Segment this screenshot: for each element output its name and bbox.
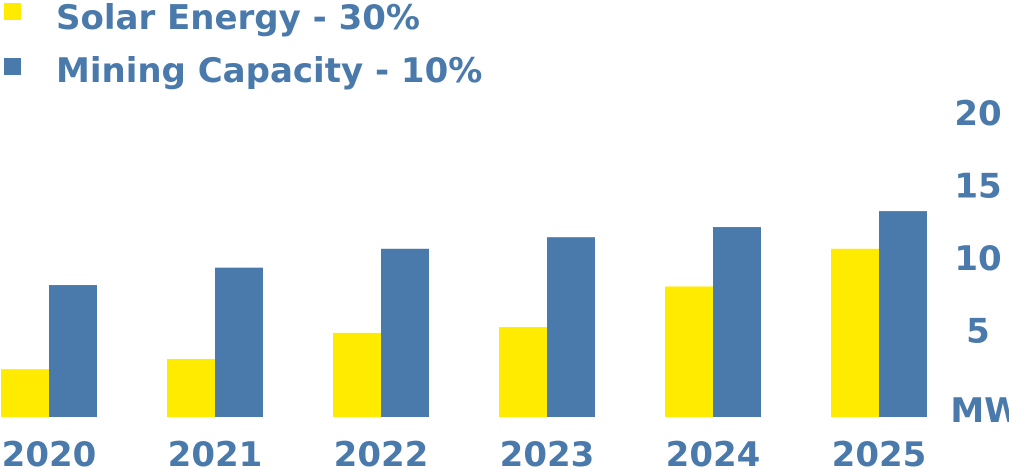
bar-mining-2025 — [879, 211, 927, 417]
x-tick-label-2023: 2023 — [500, 435, 595, 468]
bar-mining-2023 — [547, 237, 595, 417]
y-tick-label-10: 10 — [954, 239, 1001, 279]
x-tick-label-2021: 2021 — [168, 435, 263, 468]
x-tick-label-2024: 2024 — [666, 435, 761, 468]
y-tick-label-5: 5 — [966, 312, 990, 352]
x-tick-label-2025: 2025 — [832, 435, 927, 468]
bar-mining-2021 — [215, 267, 263, 417]
y-tick-label-15: 15 — [954, 167, 1001, 207]
x-tick-label-2020: 2020 — [2, 435, 97, 468]
legend: Solar Energy - 30% Mining Capacity - 10% — [4, 0, 482, 91]
legend-label-mining: Mining Capacity - 10% — [56, 51, 482, 91]
bar-solar-2021 — [167, 359, 215, 417]
bar-solar-2022 — [333, 332, 381, 417]
legend-marker-mining — [4, 58, 21, 75]
bar-mining-2020 — [49, 285, 97, 417]
bar-solar-2023 — [499, 327, 547, 417]
y-axis-unit-label: MW — [950, 391, 1009, 431]
bar-solar-2020 — [1, 369, 49, 417]
bar-solar-2024 — [665, 286, 713, 417]
bar-solar-2025 — [831, 248, 879, 417]
y-tick-label-20: 20 — [954, 94, 1001, 134]
bar-mining-2022 — [381, 248, 429, 417]
legend-marker-solar — [4, 3, 21, 20]
y-axis-ticks: MW 5 10 15 20 — [950, 94, 1009, 431]
x-tick-label-2022: 2022 — [334, 435, 429, 468]
legend-label-solar: Solar Energy - 30% — [56, 0, 420, 38]
bar-mining-2024 — [713, 227, 761, 417]
bars — [1, 211, 927, 417]
category-labels: 2020 2021 2022 2023 2024 2025 — [2, 435, 927, 468]
